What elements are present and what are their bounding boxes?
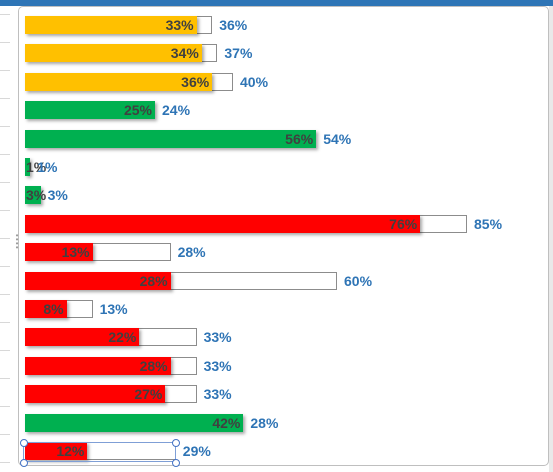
selection-handle-top-left[interactable] [20,439,28,447]
actual-value-label: 25% [123,102,152,118]
actual-value-label: 8% [43,301,64,317]
actual-value-label: 28% [139,358,168,374]
actual-bar[interactable] [25,243,93,261]
gridline [0,70,10,71]
actual-value-label: 3% [26,187,47,203]
actual-value-label: 42% [212,415,241,431]
actual-bar[interactable] [25,158,31,176]
selection-handle-bottom-left[interactable] [20,459,28,467]
actual-bar[interactable] [25,186,41,204]
selection-handle-top-right[interactable] [172,439,180,447]
actual-value-label: 22% [108,329,137,345]
gridline [0,266,10,267]
actual-value-label: 12% [56,443,85,459]
gridline [0,210,10,211]
vertical-scrollbar[interactable] [549,6,553,472]
target-value-label: 37% [224,45,253,61]
target-value-label: 36% [219,17,248,33]
actual-value-label: 56% [285,131,314,147]
selection-handle-bottom-right[interactable] [172,459,180,467]
target-value-label: 13% [99,301,128,317]
target-value-label: 24% [162,102,191,118]
actual-bar[interactable] [25,385,166,403]
actual-bar[interactable] [25,414,244,432]
actual-bar[interactable] [25,73,213,91]
gridline [0,294,10,295]
target-value-label: 28% [177,244,206,260]
actual-bar[interactable] [25,215,421,233]
actual-value-label: 13% [61,244,90,260]
gridline [0,406,10,407]
actual-value-label: 28% [139,273,168,289]
gridline [0,154,10,155]
actual-bar[interactable] [25,442,88,460]
gridline [0,350,10,351]
target-value-label: 40% [240,74,269,90]
target-value-label: 1% [37,159,58,175]
target-value-label: 28% [250,415,279,431]
target-value-label: 33% [203,358,232,374]
selected-bar-outline[interactable] [23,442,176,462]
target-value-label: 85% [474,216,503,232]
spreadsheet-row-strip [10,6,18,472]
chart-drag-handle-left[interactable]: • • • • [15,231,19,252]
gridline [0,98,10,99]
actual-value-label: 36% [181,74,210,90]
actual-bar[interactable] [25,300,67,318]
actual-bar[interactable] [25,357,171,375]
gridline [0,434,10,435]
gridline [0,42,10,43]
actual-bar[interactable] [25,130,317,148]
gridline [0,322,10,323]
target-value-label: 60% [344,273,373,289]
actual-bar[interactable] [25,272,171,290]
gridline [0,378,10,379]
target-value-label: 33% [203,386,232,402]
actual-value-label: 33% [165,17,194,33]
target-value-label: 33% [203,329,232,345]
gridline [0,126,10,127]
actual-bar[interactable] [25,44,202,62]
gridline [0,14,10,15]
gridline [0,182,10,183]
target-value-label: 29% [182,443,211,459]
actual-bar[interactable] [25,101,155,119]
actual-value-label: 76% [389,216,418,232]
target-value-label: 3% [47,187,68,203]
actual-bar[interactable] [25,328,140,346]
actual-value-label: 1% [26,159,47,175]
gridline [0,462,10,463]
sheet-header-band [0,0,553,6]
actual-value-label: 27% [134,386,163,402]
target-value-label: 54% [323,131,352,147]
actual-value-label: 34% [170,45,199,61]
gridline [0,238,10,239]
actual-bar[interactable] [25,16,197,34]
